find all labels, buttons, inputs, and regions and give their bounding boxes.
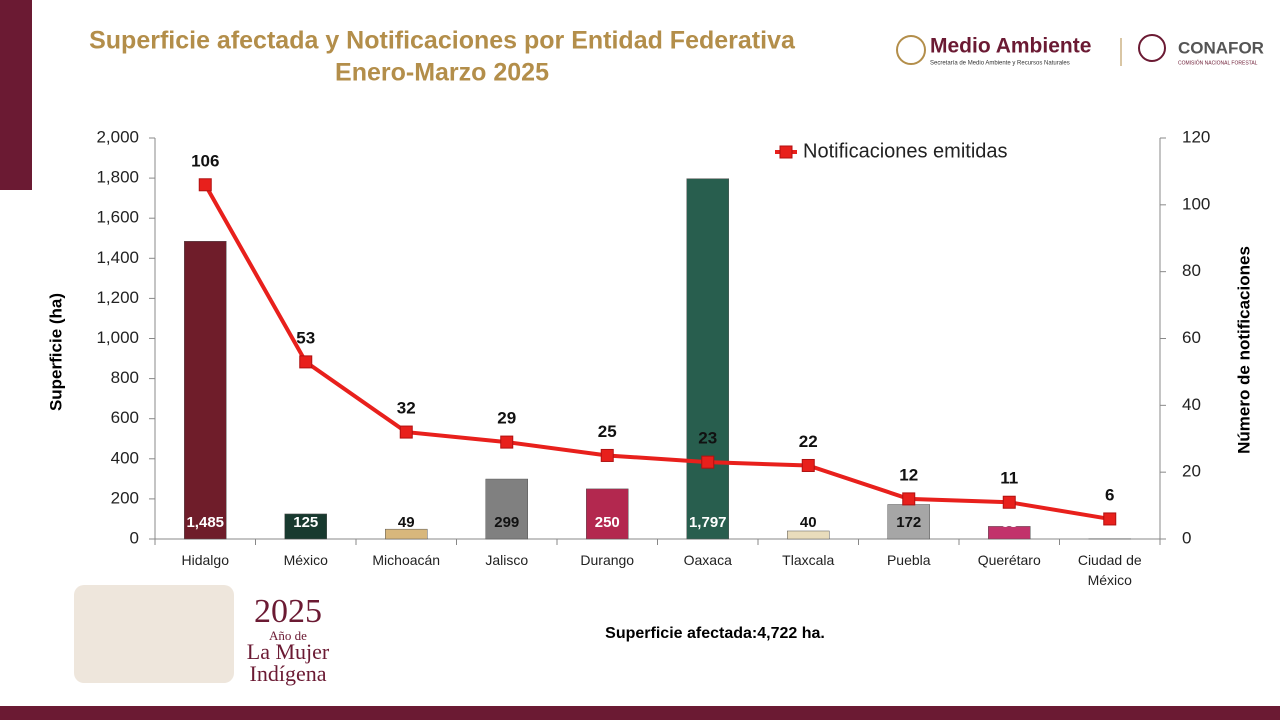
x-tick-label: Querétaro <box>977 552 1041 568</box>
bar <box>686 178 729 540</box>
y2-tick-label: 80 <box>1182 261 1201 280</box>
line-value-label: 23 <box>698 429 717 448</box>
x-tick-label: Jalisco <box>485 552 529 568</box>
y2-tick-label: 60 <box>1182 328 1201 347</box>
line-value-label: 6 <box>1105 485 1114 504</box>
line-marker <box>902 492 916 506</box>
year-text: Indígena <box>250 661 327 686</box>
bar-value-label: 299 <box>494 514 519 531</box>
org-sub: COMISIÓN NACIONAL FORESTAL <box>1178 59 1258 66</box>
line-value-label: 25 <box>598 422 617 441</box>
line-value-label: 12 <box>899 465 918 484</box>
year-text: La Mujer <box>247 639 330 664</box>
bar <box>485 478 528 540</box>
y-tick-label: 0 <box>130 528 139 547</box>
line-value-label: 29 <box>497 409 516 428</box>
logo-icon <box>1138 34 1166 62</box>
y-tick-label: 1,800 <box>96 168 139 187</box>
bar <box>184 241 227 540</box>
line-value-label: 22 <box>799 432 818 451</box>
y2-tick-label: 120 <box>1182 127 1210 146</box>
bar-value-label: 1,797 <box>689 514 727 531</box>
agency-sub: Secretaría de Medio Ambiente y Recursos … <box>930 61 1070 67</box>
illustration <box>74 585 234 683</box>
y2-tick-label: 0 <box>1182 528 1191 547</box>
y2-tick-label: 40 <box>1182 395 1201 414</box>
bar-value-label: 1,485 <box>186 514 224 531</box>
x-tick-label: Tlaxcala <box>782 552 835 568</box>
legend-label: Notificaciones emitidas <box>803 140 1008 162</box>
line-marker <box>198 178 212 192</box>
bar-value-label: 250 <box>595 514 620 531</box>
bar-value-label: 172 <box>896 514 921 531</box>
y-tick-label: 400 <box>111 448 139 467</box>
line-value-label: 11 <box>1000 469 1018 488</box>
bar <box>385 528 428 540</box>
y-tick-label: 600 <box>111 408 139 427</box>
line-marker <box>1002 495 1016 509</box>
line-value-label: 53 <box>296 328 315 347</box>
chart-subtitle: Enero-Marzo 2025 <box>335 59 549 87</box>
org: CONAFOR <box>1178 38 1264 57</box>
y2-tick-label: 20 <box>1182 462 1201 481</box>
bar <box>586 488 629 540</box>
y-tick-label: 2,000 <box>96 127 139 146</box>
bar <box>787 530 830 540</box>
x-tick-label: Oaxaca <box>683 552 732 568</box>
x-tick-label: México <box>283 552 328 568</box>
decor-bar <box>0 0 32 190</box>
y-axis-label: Superficie (ha) <box>46 293 65 411</box>
line-marker <box>600 448 614 462</box>
line-marker <box>299 355 313 369</box>
y2-axis-label: Número de notificaciones <box>1234 246 1253 454</box>
bar-value-label: 40 <box>800 514 817 531</box>
line-marker <box>500 435 514 449</box>
bar-value-label: 49 <box>398 514 415 531</box>
x-tick-label: Hidalgo <box>181 552 229 568</box>
legend-marker <box>779 145 793 159</box>
bar-value-label: 125 <box>293 514 318 531</box>
y2-tick-label: 100 <box>1182 194 1210 213</box>
year: 2025 <box>254 593 322 630</box>
y-tick-label: 800 <box>111 368 139 387</box>
bar-value-label: 63 <box>1001 514 1018 531</box>
y-tick-label: 1,200 <box>96 288 139 307</box>
y-tick-label: 1,400 <box>96 248 139 267</box>
y-tick-label: 200 <box>111 488 139 507</box>
bar <box>284 513 327 540</box>
x-tick-label: Ciudad de México <box>1077 552 1142 588</box>
y-tick-label: 1,000 <box>96 328 139 347</box>
logo-icon <box>896 35 926 65</box>
year-text: Año de <box>269 628 307 643</box>
y-tick-label: 1,600 <box>96 208 139 227</box>
x-tick-label: Durango <box>580 552 635 568</box>
line <box>203 183 1111 521</box>
x-tick-label: Puebla <box>886 552 931 568</box>
line-value-label: 32 <box>397 399 416 418</box>
line-value-label: 106 <box>191 151 219 170</box>
chart-title: Superficie afectada y Notificaciones por… <box>89 27 796 55</box>
bar <box>988 526 1031 540</box>
line-marker <box>399 425 413 439</box>
decor-strip <box>0 706 1280 720</box>
annotation: Superficie afectada:4,722 ha. <box>605 625 825 642</box>
x-tick-label: Michoacán <box>372 552 441 568</box>
line-marker <box>701 455 715 469</box>
line-marker <box>1103 512 1117 526</box>
line-marker <box>801 458 815 472</box>
agency: Medio Ambiente <box>930 35 1091 58</box>
